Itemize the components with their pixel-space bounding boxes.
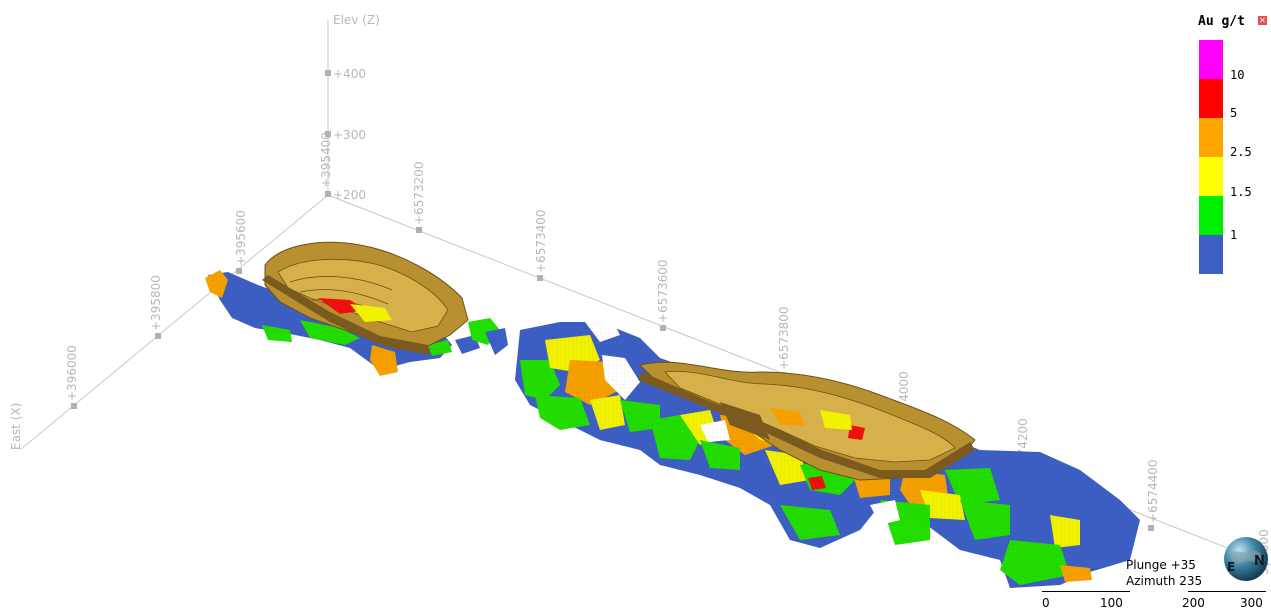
east-tick-label: +395600	[234, 210, 248, 266]
legend-label: 10	[1230, 68, 1245, 82]
east-axis-label: East (X)	[9, 403, 23, 450]
legend-label: 2.5	[1230, 145, 1252, 159]
north-tick-label: +6573200	[412, 162, 426, 226]
elev-axis-label: Elev (Z)	[333, 13, 380, 27]
legend-label: 5	[1230, 106, 1238, 120]
compass-letter-n: N	[1254, 554, 1265, 569]
scale-bar-label: 0	[1042, 596, 1050, 610]
scale-bar-segment	[1188, 591, 1266, 592]
east-tick-label: +395400	[319, 132, 333, 188]
elev-tick-label: +200	[333, 188, 366, 202]
legend-color-bar	[1199, 40, 1223, 274]
orientation-readout: Plunge +35 Azimuth 235	[1126, 557, 1202, 589]
scale-bar: 0 100 200 300	[1040, 584, 1270, 613]
legend-swatch-red	[1199, 79, 1223, 118]
legend-swatch-orange	[1199, 118, 1223, 157]
north-tick-label: +6573600	[656, 260, 670, 324]
pit-shell-east	[638, 361, 976, 481]
legend-title: Au g/t	[1198, 14, 1245, 29]
legend-label: 1.5	[1230, 185, 1252, 199]
plunge-value: Plunge +35	[1126, 558, 1196, 572]
north-tick-label: +6573400	[534, 210, 548, 274]
legend-swatch-green	[1199, 196, 1223, 235]
elev-tick-label: +300	[333, 128, 366, 142]
elev-tick-label: +400	[333, 67, 366, 81]
north-tick-label: +6574400	[1146, 460, 1160, 524]
east-tick-label: +396000	[65, 345, 79, 401]
legend-swatch-magenta	[1199, 40, 1223, 79]
globe-compass-icon[interactable]: E N	[1222, 535, 1270, 583]
azimuth-value: Azimuth 235	[1126, 574, 1203, 588]
pit-shell-west	[262, 241, 469, 355]
legend-swatch-blue	[1199, 235, 1223, 274]
compass-letter-e: E	[1227, 560, 1235, 574]
scale-bar-label: 200	[1182, 596, 1205, 610]
legend-label: 1	[1230, 228, 1238, 242]
scale-bar-segment	[1042, 591, 1130, 592]
close-icon[interactable]: ✕	[1258, 16, 1267, 25]
grade-legend: Au g/t ✕ 10 5 2.5 1.5 1	[1170, 14, 1270, 294]
north-tick-label: +6573800	[777, 307, 791, 371]
east-tick-label: +395800	[149, 275, 163, 331]
scale-bar-label: 300	[1240, 596, 1263, 610]
legend-swatch-yellow	[1199, 157, 1223, 196]
scale-bar-label: 100	[1100, 596, 1123, 610]
